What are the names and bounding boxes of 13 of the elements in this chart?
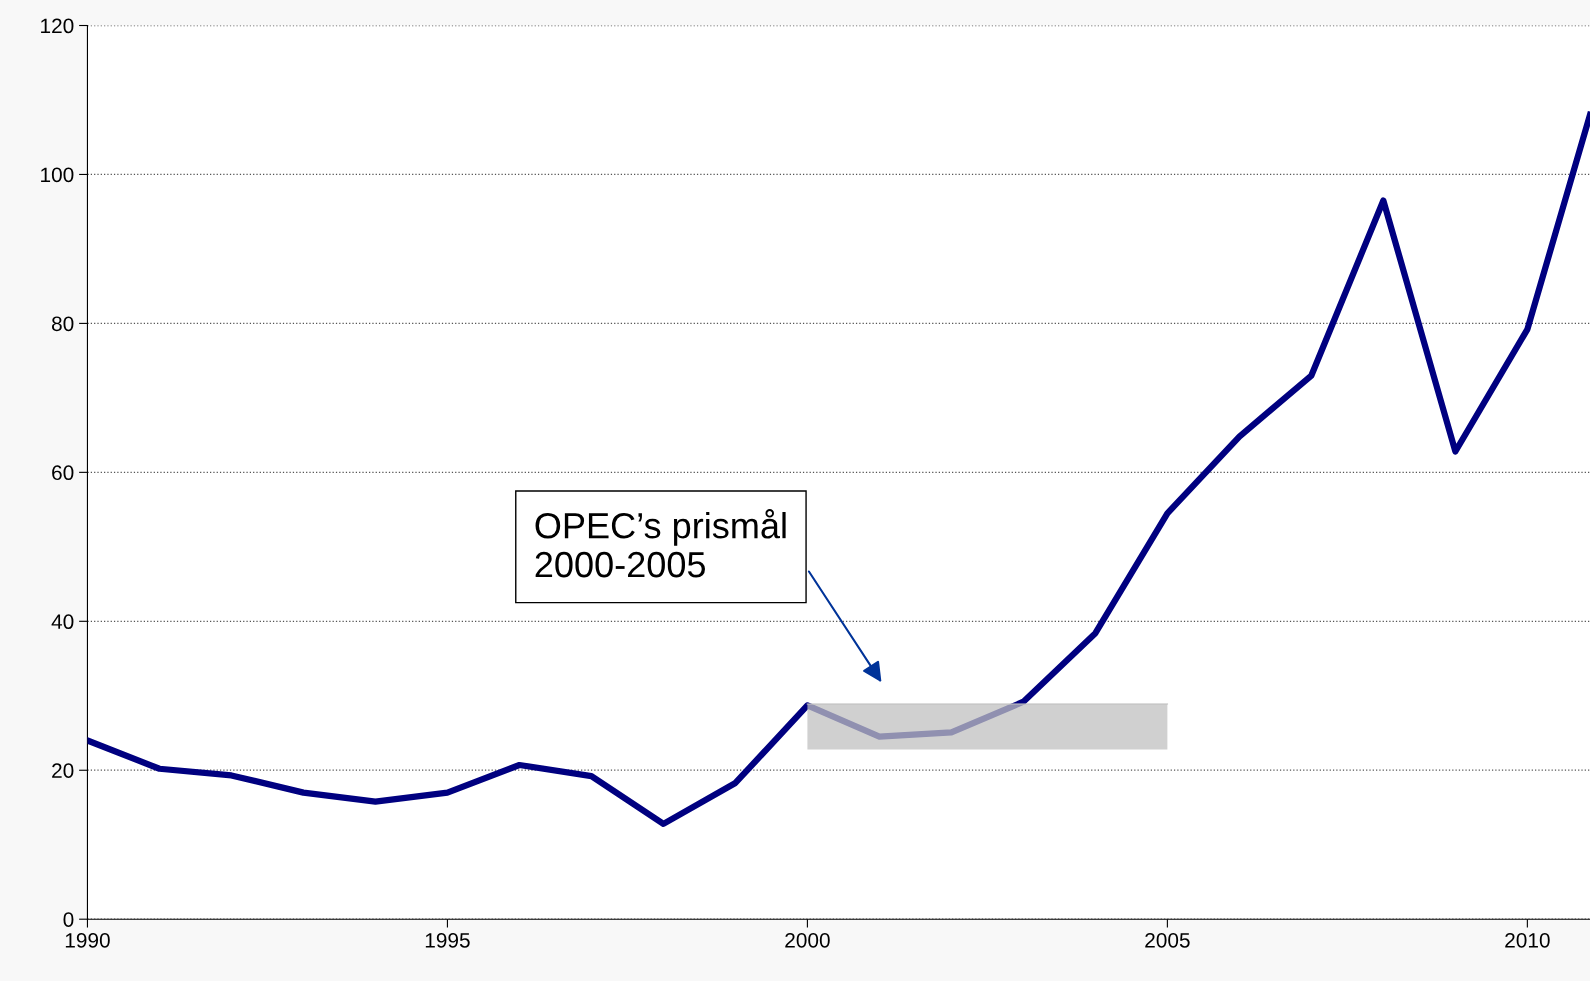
y-tick-label: 60 xyxy=(52,465,74,481)
y-tick-label: 120 xyxy=(41,18,74,34)
y-tick-label: 40 xyxy=(51,614,74,630)
y-tick-label: 100 xyxy=(41,167,74,183)
y-tick-label: 80 xyxy=(51,316,74,332)
y-tick-label: 0 xyxy=(63,912,74,927)
x-tick-label: 2010 xyxy=(1505,932,1550,948)
x-tick-label: 2005 xyxy=(1145,932,1190,948)
x-tick-label: 1990 xyxy=(65,932,110,948)
x-tick-label: 2000 xyxy=(785,932,830,948)
x-tick-label: 1995 xyxy=(425,932,470,948)
annotation: OPEC’s prismål 2000-2005 xyxy=(535,509,786,578)
y-tick-label: 20 xyxy=(52,763,74,778)
